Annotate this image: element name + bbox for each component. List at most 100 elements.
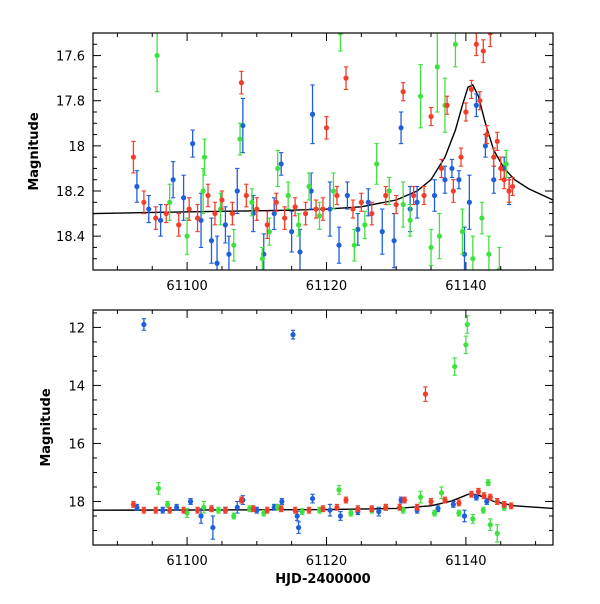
data-point-red (194, 215, 201, 221)
data-point-red (477, 98, 483, 104)
x-tick-label: 61120 (306, 554, 347, 569)
data-point-blue (226, 251, 232, 257)
data-point-red (501, 177, 507, 183)
y-tick-label: 17.8 (56, 95, 85, 110)
data-point-red (141, 199, 147, 205)
model-curve (93, 83, 553, 215)
series-red (130, 33, 516, 239)
data-point-green (400, 201, 406, 208)
data-point-red (264, 222, 270, 228)
data-point-green (249, 199, 255, 205)
y-tick-label: 18 (68, 140, 85, 155)
data-point-red (334, 192, 340, 199)
data-point-red (458, 154, 464, 160)
data-point-green (336, 487, 342, 493)
data-point-red (306, 507, 312, 513)
data-point-green (306, 183, 312, 190)
data-point-red (508, 503, 514, 509)
data-point-red (468, 491, 475, 497)
data-point-red (444, 102, 450, 108)
plot-area (93, 33, 553, 270)
data-point-red (369, 210, 375, 217)
data-point-green (452, 363, 458, 370)
data-point-red (181, 507, 187, 513)
y-tick-label: 14 (68, 379, 85, 394)
data-point-green (417, 93, 424, 99)
data-point-red (141, 507, 147, 513)
data-point-red (506, 188, 512, 194)
y-tick-label: 18 (68, 495, 85, 510)
data-point-blue (473, 102, 479, 108)
data-point-green (479, 215, 485, 221)
data-point-red (212, 210, 218, 217)
plot-frame (92, 309, 554, 546)
data-point-red (491, 154, 497, 160)
data-point-blue (491, 177, 497, 183)
x-tick-label: 61140 (445, 554, 486, 569)
data-point-blue (344, 192, 350, 199)
data-point-blue (337, 513, 344, 519)
data-point-red (428, 498, 434, 505)
data-point-blue (290, 332, 296, 338)
data-point-green (259, 256, 265, 262)
data-point-red (501, 501, 507, 507)
data-point-red (186, 206, 192, 212)
plot-frame (92, 32, 554, 271)
data-point-blue (327, 206, 333, 212)
data-point-green (285, 192, 291, 199)
data-point-blue (355, 226, 361, 232)
data-point-red (222, 507, 229, 513)
x-tick-label: 61140 (445, 279, 486, 294)
y-axis-label: Magnitude (27, 112, 42, 191)
data-point-red (313, 206, 319, 212)
data-point-red (494, 138, 500, 144)
data-point-blue (449, 165, 455, 172)
data-point-blue (134, 504, 140, 510)
data-point-green (494, 530, 500, 536)
data-point-blue (222, 222, 229, 228)
data-point-green (452, 41, 459, 47)
data-point-blue (365, 199, 371, 205)
data-point-green (362, 222, 368, 228)
data-point-green (167, 199, 173, 205)
data-point-red (343, 497, 349, 503)
data-point-blue (482, 143, 488, 149)
data-point-green (480, 507, 486, 513)
data-point-green (316, 213, 323, 219)
data-point-blue (442, 177, 448, 183)
data-point-red (428, 113, 434, 120)
data-point-red (238, 497, 245, 503)
data-point-green (201, 154, 208, 160)
data-point-green (215, 507, 222, 513)
data-point-green (407, 217, 413, 223)
y-tick-label: 12 (68, 321, 85, 336)
data-point-blue (294, 513, 300, 519)
data-point-red (334, 504, 340, 510)
model-curve (93, 493, 553, 511)
data-point-green (184, 510, 190, 516)
data-point-green (231, 513, 237, 519)
data-point-blue (379, 229, 385, 235)
data-point-blue (240, 122, 246, 129)
data-point-red (494, 498, 500, 505)
data-point-blue (461, 513, 468, 519)
data-point-green (503, 161, 509, 167)
data-point-red (383, 192, 389, 199)
data-point-blue (146, 206, 152, 212)
data-point-red (205, 192, 211, 199)
data-point-blue (210, 524, 216, 531)
data-point-red (243, 192, 249, 199)
series-green (155, 315, 507, 543)
data-point-red (282, 215, 288, 221)
data-point-red (450, 188, 456, 194)
data-point-red (438, 165, 445, 172)
series-red (130, 386, 514, 514)
series-green (154, 33, 509, 270)
data-point-green (470, 256, 476, 262)
y-tick-label: 18.4 (56, 230, 85, 245)
data-point-red (254, 206, 260, 212)
data-point-red (130, 154, 137, 160)
data-point-green (237, 136, 243, 142)
data-point-red (480, 48, 486, 54)
